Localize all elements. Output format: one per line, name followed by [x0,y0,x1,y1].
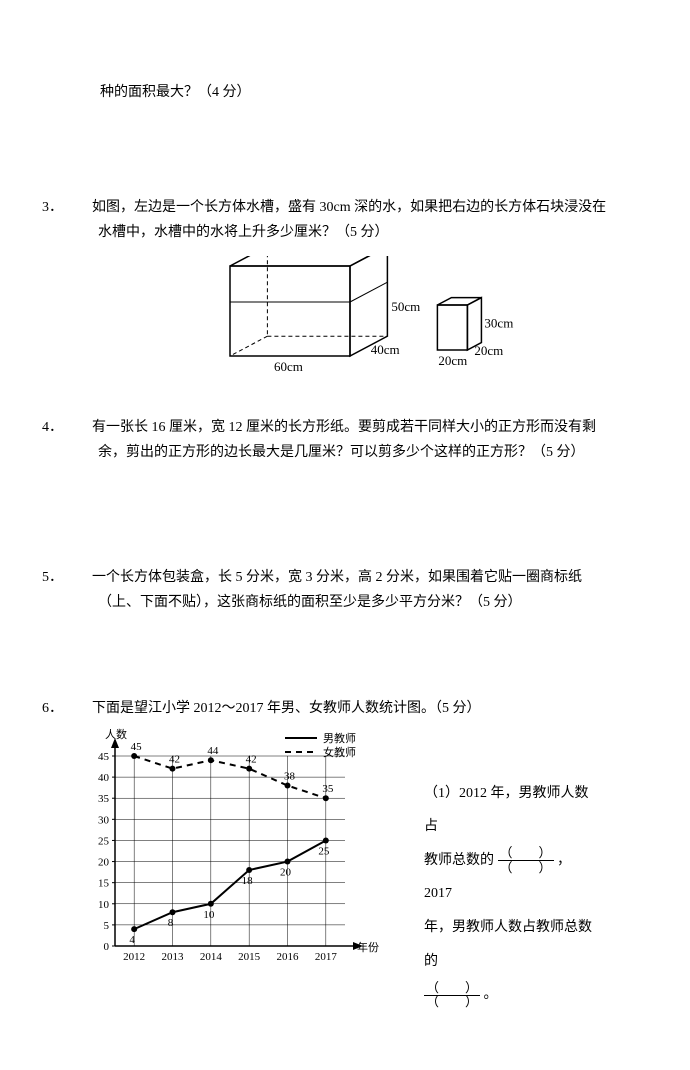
svg-text:35: 35 [98,793,110,805]
svg-text:30: 30 [98,814,110,826]
q3-number: 3． [70,195,92,220]
svg-text:2013: 2013 [162,951,185,963]
q6-chart: 人数年份051015202530354045201220132014201520… [70,721,400,971]
question-5: 5．一个长方体包装盒，长 5 分米，宽 3 分米，高 2 分米，如果围着它贴一圈… [70,565,620,615]
svg-text:35: 35 [322,783,334,795]
q4-body-text: 有一张长 16 厘米，宽 12 厘米的长方形纸。要剪成若干同样大小的正方形而没有… [92,420,596,460]
q4-text: 4．有一张长 16 厘米，宽 12 厘米的长方形纸。要剪成若干同样大小的正方形而… [98,415,620,465]
q5-text: 5．一个长方体包装盒，长 5 分米，宽 3 分米，高 2 分米，如果围着它贴一圈… [98,565,620,615]
svg-text:42: 42 [169,753,180,765]
q5-body-text: 一个长方体包装盒，长 5 分米，宽 3 分米，高 2 分米，如果围着它贴一圈商标… [92,570,582,610]
svg-text:60cm: 60cm [274,359,303,374]
q6-content: 人数年份051015202530354045201220132014201520… [70,721,620,1012]
question-6: 6．下面是望江小学 2012～2017 年男、女教师人数统计图。（5 分） 人数… [70,696,620,1012]
q6-fraction-1: （ ） （ ） [498,846,554,875]
question-3: 3．如图，左边是一个长方体水槽，盛有 30cm 深的水，如果把右边的长方体石块浸… [70,195,620,385]
svg-text:20: 20 [280,866,292,878]
svg-text:5: 5 [104,920,110,932]
svg-text:25: 25 [318,845,330,857]
svg-text:18: 18 [242,875,254,887]
svg-text:2016: 2016 [277,951,300,963]
svg-text:女教师: 女教师 [323,745,356,759]
q3-diagram: 60cm 40cm 50cm 20cm 20cm 30cm [210,256,620,385]
svg-text:4: 4 [129,934,135,946]
svg-text:44: 44 [207,745,219,757]
svg-text:40cm: 40cm [371,342,400,357]
svg-text:50cm: 50cm [391,299,420,314]
svg-text:20cm: 20cm [474,343,503,358]
svg-text:30cm: 30cm [484,315,513,330]
svg-text:8: 8 [168,917,174,929]
svg-text:42: 42 [246,753,257,765]
svg-text:0: 0 [104,941,110,953]
q6-line3: 年，男教师人数占教师总数的 [424,920,592,969]
svg-text:10: 10 [98,898,110,910]
q6-fraction-2: （ ） （ ） [424,981,480,1010]
svg-text:45: 45 [98,751,110,763]
q6-title-text: 下面是望江小学 2012～2017 年男、女教师人数统计图。（5 分） [92,701,481,716]
q3-body-text: 如图，左边是一个长方体水槽，盛有 30cm 深的水，如果把右边的长方体石块浸没在… [92,200,606,240]
svg-text:男教师: 男教师 [323,732,356,745]
svg-text:10: 10 [203,908,215,920]
question-fragment: 种的面积最大？（4 分） [100,80,620,105]
svg-text:人数: 人数 [105,728,127,741]
q6-frac2-bot: （ ） [424,994,480,1009]
svg-text:20cm: 20cm [438,353,467,368]
q6-line1a: （1）2012 年，男教师人数占 [424,786,589,835]
svg-text:2017: 2017 [315,951,338,963]
svg-text:2015: 2015 [238,951,261,963]
svg-text:20: 20 [98,856,110,868]
svg-text:40: 40 [98,772,110,784]
svg-text:2012: 2012 [123,951,145,963]
svg-text:45: 45 [131,741,143,753]
q6-frac1-top: （ ） [498,845,554,861]
svg-text:38: 38 [284,770,296,782]
svg-text:15: 15 [98,877,110,889]
q3-text: 3．如图，左边是一个长方体水槽，盛有 30cm 深的水，如果把右边的长方体石块浸… [98,195,620,245]
q6-frac1-bot: （ ） [498,860,554,875]
q6-line2a: 教师总数的 [424,853,494,868]
svg-text:25: 25 [98,835,110,847]
question-4: 4．有一张长 16 厘米，宽 12 厘米的长方形纸。要剪成若干同样大小的正方形而… [70,415,620,465]
q6-number: 6． [70,696,92,721]
q5-number: 5． [70,565,92,590]
q4-number: 4． [70,415,92,440]
svg-text:2014: 2014 [200,951,223,963]
q6-line4-end: 。 [484,987,498,1002]
q6-subquestion-1: （1）2012 年，男教师人数占 教师总数的 （ ） （ ） ， 2017 年，… [424,721,594,1012]
q6-title: 6．下面是望江小学 2012～2017 年男、女教师人数统计图。（5 分） [98,696,620,721]
